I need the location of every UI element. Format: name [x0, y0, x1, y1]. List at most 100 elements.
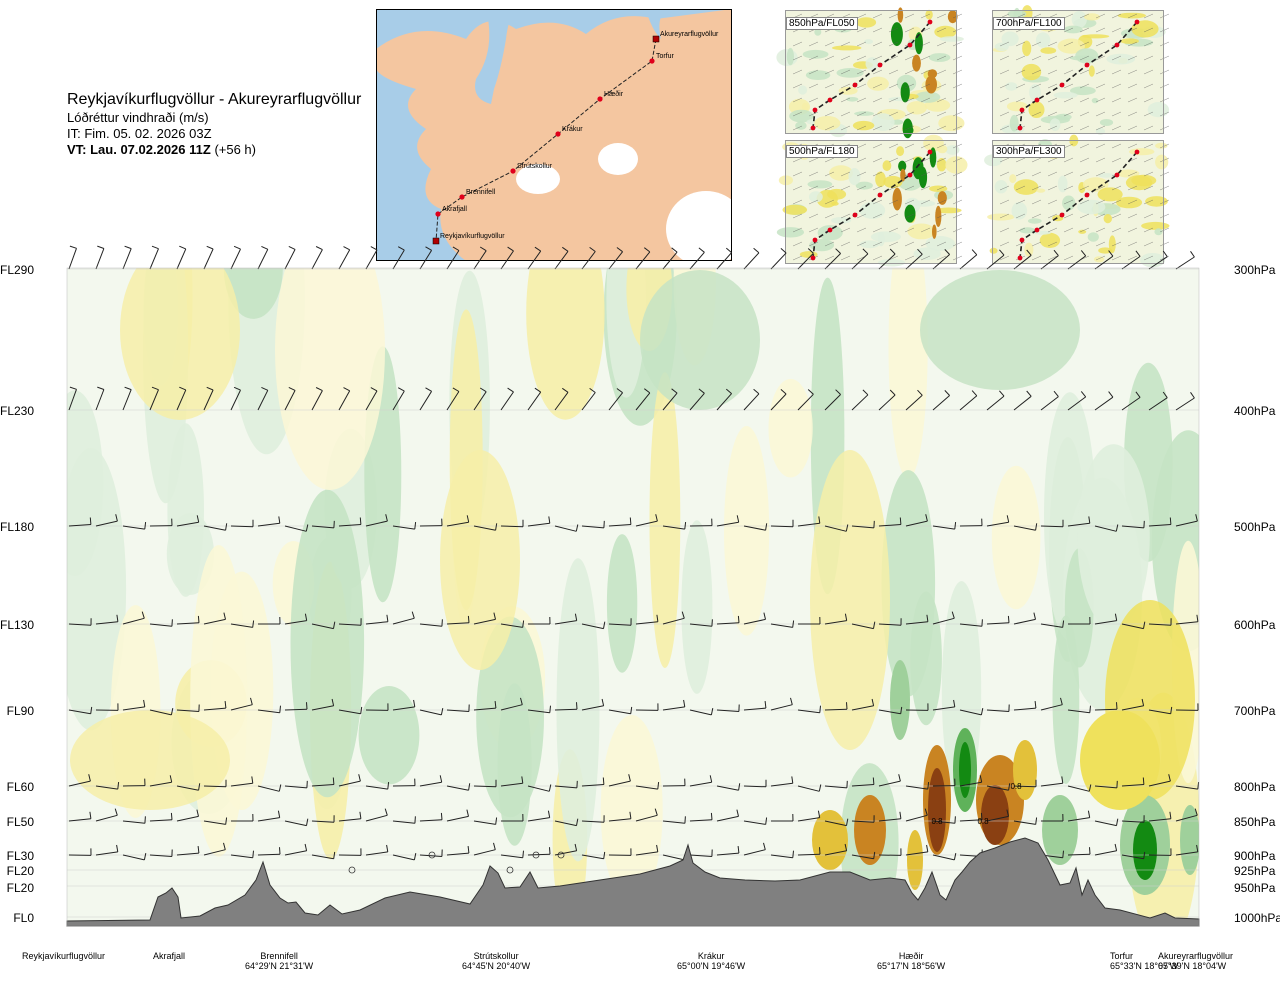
field-band [681, 520, 713, 694]
wind-barb [554, 818, 579, 827]
wind-barb [1094, 524, 1119, 532]
wind-barb [689, 707, 714, 716]
wind-barb [68, 618, 92, 626]
wind-barb [1067, 391, 1087, 411]
fl-label: FL50 [6, 815, 34, 829]
wind-barb [1121, 391, 1141, 411]
wind-barb [986, 704, 1010, 712]
wind-barb [986, 249, 1005, 270]
wind-barb [1148, 250, 1168, 270]
wind-barb [338, 706, 363, 715]
wind-barb [932, 699, 956, 711]
map-point: Strútskollur [510, 163, 553, 174]
wind-barb [743, 779, 767, 788]
wind-barb [1013, 612, 1036, 625]
wind-barb [932, 522, 957, 530]
wind-barb [419, 387, 433, 411]
wind-barb [554, 780, 578, 789]
wind-barb [554, 843, 578, 856]
wind-barb [392, 852, 417, 861]
wind-barb [689, 247, 705, 270]
wind-barb [770, 519, 794, 528]
field-band [724, 426, 770, 636]
valid-time-offset: (+56 h) [214, 142, 256, 157]
wind-barb [932, 778, 956, 787]
map-point: Brennifell [459, 189, 496, 200]
wind-barb [68, 848, 92, 856]
location-label: Krákur 65°00'N 19°46'W [677, 951, 745, 971]
map-point: Torfur [649, 53, 675, 64]
wind-barb [473, 246, 487, 270]
wind-barb [1068, 616, 1091, 625]
wind-barb [1040, 697, 1063, 711]
wind-barb [797, 810, 821, 822]
wind-barb [905, 703, 929, 711]
wind-barb [95, 386, 105, 411]
wind-barb [770, 697, 793, 711]
wind-barb [500, 620, 525, 628]
wind-barb [122, 778, 146, 787]
wind-barb [1067, 810, 1091, 822]
wind-barb [68, 706, 93, 715]
wind-barb [284, 780, 308, 789]
wind-barb [284, 702, 308, 711]
wind-barb [338, 618, 362, 626]
wind-barb [419, 849, 443, 857]
wind-barb [581, 851, 606, 860]
valid-time: VT: Lau. 07.02.2026 11Z (+56 h) [67, 142, 361, 158]
wave-feature [959, 742, 971, 798]
wind-barb [176, 515, 200, 527]
wind-barb [500, 697, 523, 711]
panel-label-700: 700hPa/FL100 [993, 17, 1065, 30]
wind-barb [95, 808, 118, 822]
wind-barb [176, 245, 187, 270]
wind-barb [1148, 706, 1173, 715]
wind-barb [608, 774, 631, 787]
field-zone [70, 710, 230, 810]
wind-barb [176, 704, 200, 712]
wind-barb [770, 776, 794, 787]
glacier-hofsjokull [598, 143, 638, 175]
wave-feature [1180, 805, 1199, 875]
wind-barb [149, 386, 159, 411]
wind-barb [473, 387, 487, 411]
wind-barb [608, 618, 632, 626]
wind-barb [1094, 818, 1119, 827]
fl-label: FL0 [13, 911, 34, 925]
wind-barb [68, 811, 92, 822]
hpa-label: 1000hPa [1234, 911, 1280, 925]
wind-barb [905, 389, 923, 411]
wind-barb [905, 514, 928, 527]
wind-barb [528, 616, 551, 625]
fl-label: FL290 [0, 263, 35, 277]
wind-barb [824, 248, 841, 270]
fl-label: FL230 [0, 404, 35, 418]
location-name: Brennifell [260, 951, 298, 961]
wind-barb [635, 782, 660, 790]
wind-barb [311, 777, 335, 787]
wind-barb [284, 613, 308, 625]
location-coord: 65°00'N 19°46'W [677, 961, 746, 971]
wind-barb [932, 816, 956, 824]
wind-barb [959, 249, 978, 270]
wind-barb [932, 611, 955, 625]
wind-barb [176, 615, 200, 625]
map-land [376, 9, 732, 261]
wind-barb [851, 851, 876, 860]
map-fjord-east [646, 9, 666, 39]
wind-barb [230, 519, 254, 528]
wind-barb [284, 524, 309, 532]
wave-feature [981, 785, 1009, 845]
hpa-label: 850hPa [1234, 815, 1276, 829]
wave-feature [1133, 820, 1157, 880]
contour-labels: 0.8 0.8 0.8 [931, 782, 1022, 826]
valid-time-date: VT: Lau. 07.02.2026 11Z [67, 142, 211, 157]
wind-barb [1175, 392, 1195, 411]
wind-barb [1175, 703, 1199, 711]
wind-barb [203, 523, 228, 531]
map-point-label: Reykjavíkurflugvöllur [440, 233, 505, 240]
calm-marker [557, 851, 565, 859]
wind-barb [122, 522, 147, 530]
wind-barb [986, 809, 1009, 822]
